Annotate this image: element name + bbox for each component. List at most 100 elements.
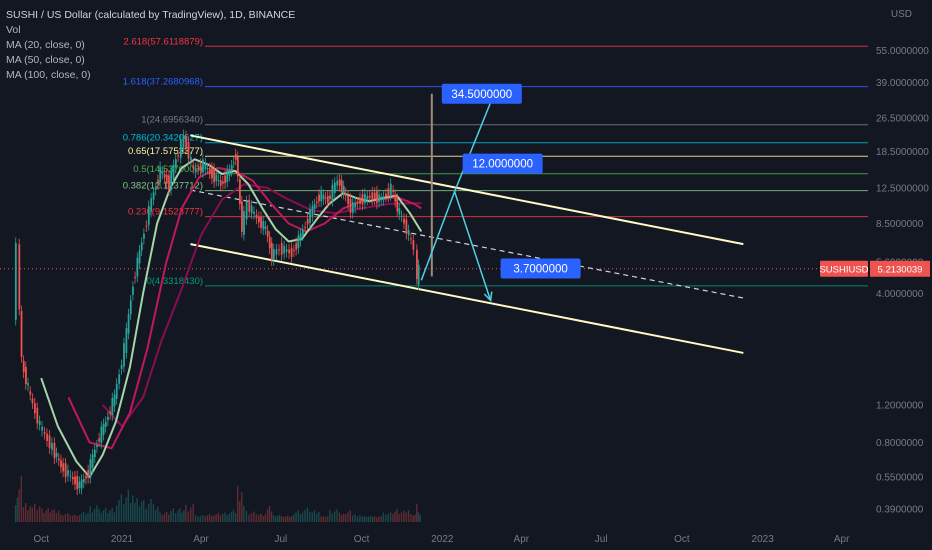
moving-averages (40, 158, 423, 478)
volume-bar (367, 516, 370, 522)
candle-body (268, 236, 271, 249)
volume-bar (107, 513, 109, 522)
volume-bar (274, 516, 277, 522)
candle-body (150, 198, 153, 212)
volume-bar (111, 507, 113, 522)
candle-body (297, 235, 300, 249)
candle-body (170, 170, 173, 190)
candle-body (258, 216, 260, 223)
candle-body (182, 134, 185, 148)
volume-bar (276, 515, 279, 522)
volume-bar (104, 507, 107, 522)
volume-bar (47, 508, 49, 522)
volume-bar (154, 509, 157, 522)
fib-label-3: 0.786(20.3420627) (123, 133, 203, 144)
fib-label-2: 1(24.6956340) (141, 115, 203, 126)
candle-body (313, 204, 316, 209)
candle-body (109, 411, 112, 414)
candle-body (120, 365, 123, 369)
candle-body (342, 186, 345, 194)
candle-body (356, 202, 359, 204)
candle-body (204, 163, 207, 170)
candle-body (347, 195, 350, 205)
volume-bar (371, 516, 374, 522)
volume-bar (217, 513, 220, 522)
candle-body (57, 458, 60, 461)
candle-body (359, 197, 361, 204)
candle-body (76, 476, 79, 490)
candle-body (299, 233, 302, 241)
candle-body (349, 198, 352, 213)
volume-bar (161, 515, 163, 522)
volume-bar (62, 515, 64, 522)
volume-bar (260, 513, 262, 522)
indicator-ma20[interactable]: MA (20, close, 0) (6, 39, 85, 51)
candle-body (243, 211, 245, 235)
volume-bar (159, 512, 161, 522)
candle-body (100, 426, 103, 443)
candle-body (275, 249, 278, 255)
volume-bar (211, 515, 213, 522)
volume-bar (405, 512, 407, 522)
candle-body (64, 463, 67, 478)
indicator-ma50[interactable]: MA (50, close, 0) (6, 54, 85, 66)
candle-body (43, 432, 46, 434)
volume-bar (140, 501, 143, 522)
volume-bar (417, 512, 420, 522)
candle-body (338, 179, 341, 186)
candle-body (172, 164, 175, 179)
candle-body (407, 230, 410, 236)
candle-body (53, 442, 56, 459)
last-price-tag-box (870, 260, 930, 277)
volume-bar (320, 516, 322, 522)
candle-body (55, 453, 58, 457)
x-tick-4: Oct (354, 534, 370, 545)
x-tick-6: Apr (514, 534, 530, 545)
x-tick-2: Apr (193, 534, 209, 545)
candle-body (213, 168, 216, 183)
volume-bar (192, 503, 194, 522)
volume-bar (194, 515, 197, 522)
candle-body (329, 195, 331, 200)
candle-body (255, 214, 258, 219)
candle-body (371, 192, 374, 200)
candle-body (219, 180, 222, 186)
indicator-vol[interactable]: Vol (6, 24, 21, 36)
volume-bar (183, 509, 185, 522)
indicator-ma100[interactable]: MA (100, close, 0) (6, 69, 91, 81)
projection-down-arrowhead (483, 291, 493, 303)
x-tick-0: Oct (33, 534, 49, 545)
candle-body (234, 154, 237, 160)
candle-body (222, 181, 224, 184)
y-tick-3: 18.5000000 (876, 147, 929, 158)
volume-bar (230, 511, 233, 522)
candle-body (34, 403, 36, 414)
candle-body (241, 201, 243, 232)
candle-body (322, 194, 325, 200)
volume-bar (228, 513, 231, 522)
candle-body (27, 383, 30, 386)
candle-body (154, 188, 157, 190)
volume-bar (236, 485, 239, 522)
volume-bar (43, 513, 45, 522)
volume-bar (53, 509, 55, 522)
volume-bar (363, 516, 366, 522)
candle-body (278, 249, 281, 251)
candle-body (385, 193, 387, 197)
volume-bar (272, 515, 275, 522)
volume-bar (295, 512, 297, 522)
volume-bar (264, 514, 267, 522)
candle-body (143, 233, 145, 239)
candle-body (185, 136, 187, 148)
candle-body (361, 194, 364, 205)
candle-body (318, 194, 320, 202)
candle-body (382, 196, 385, 200)
volume-bar (115, 505, 118, 522)
volume-bar (31, 507, 33, 522)
volume-bar (234, 513, 237, 522)
volume-bar (49, 512, 51, 522)
volume-bar (215, 514, 217, 522)
y-tick-9: 0.8000000 (876, 438, 924, 449)
volume-bar (157, 506, 159, 522)
